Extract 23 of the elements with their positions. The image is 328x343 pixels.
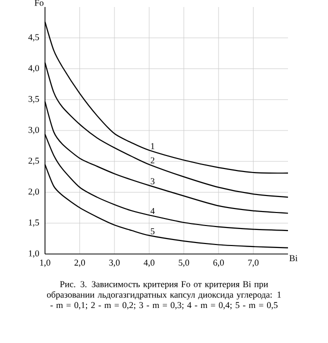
- series-label: 3: [150, 178, 154, 184]
- x-tick-label: 7,0: [248, 260, 259, 267]
- y-tick-label: 2,0: [28, 188, 40, 196]
- y-tick-label: 2,5: [28, 158, 40, 166]
- x-tick-label: 3,0: [109, 260, 120, 267]
- y-tick-label: 3,5: [28, 96, 40, 104]
- y-tick-label: 1,5: [28, 219, 40, 227]
- x-tick-label: 1,0: [40, 260, 50, 267]
- x-tick-label: 2,0: [74, 260, 85, 267]
- x-tick-label: 6,0: [213, 260, 224, 267]
- y-tick-label: 4,5: [28, 34, 40, 42]
- x-tick-label: 5,0: [178, 260, 190, 267]
- series-label: 4: [150, 208, 155, 214]
- y-axis-title: Fo: [34, 0, 44, 6]
- series-label: 5: [150, 228, 154, 234]
- series-label: 2: [150, 157, 154, 164]
- text: Рис. 3. Зависимость критерия Fo от критерия Bi при образовании льдогазгидратных капсул диоксида углерода: 1 - m = 0,1; 2 - m = 0,2; 3 - m = 0,3; 4 - m = 0,4; 5 - m = 0,5: [46, 281, 281, 310]
- y-tick-label: 1,0: [28, 250, 40, 258]
- x-axis-title: Bi: [289, 255, 298, 262]
- x-tick-label: 4,0: [144, 260, 154, 267]
- y-tick-label: 4,0: [28, 65, 40, 72]
- y-tick-label: 3,0: [28, 126, 40, 134]
- series-label: 1: [151, 143, 154, 150]
